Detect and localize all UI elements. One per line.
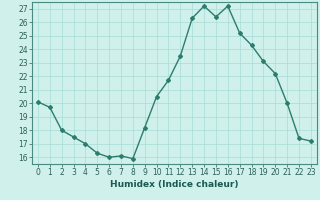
- X-axis label: Humidex (Indice chaleur): Humidex (Indice chaleur): [110, 180, 239, 189]
